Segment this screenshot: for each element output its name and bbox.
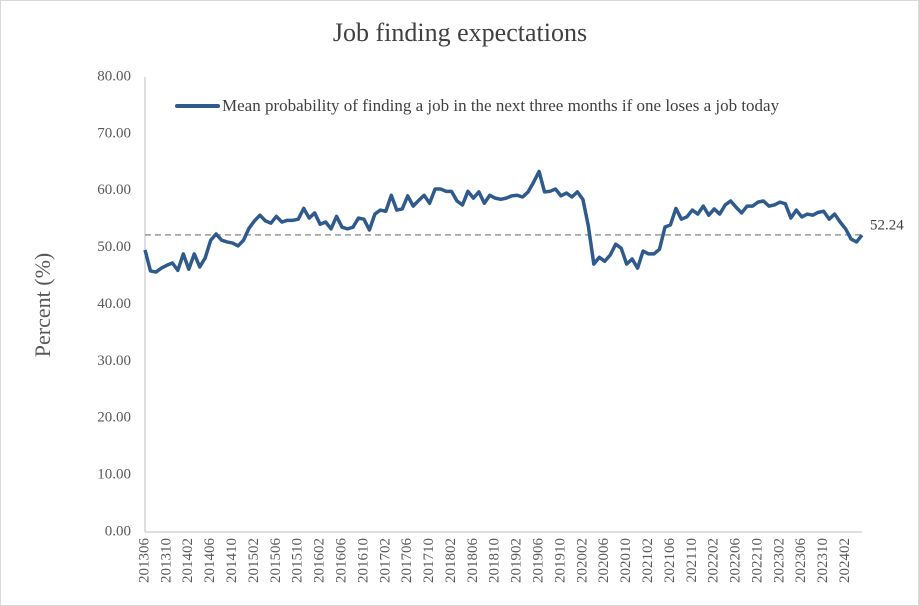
x-tick-label: 201710 xyxy=(421,538,437,583)
x-tick-label: 202302 xyxy=(771,538,787,583)
x-tick-label: 201306 xyxy=(136,538,152,584)
x-tick-label: 201402 xyxy=(180,538,196,583)
x-tick-label: 201310 xyxy=(158,538,174,583)
y-tick-label: 20.00 xyxy=(97,410,131,426)
x-tick-label: 201806 xyxy=(465,538,481,584)
x-tick-label: 201502 xyxy=(246,538,262,583)
x-tick-label: 202010 xyxy=(618,538,634,583)
x-tick-label: 201906 xyxy=(531,538,547,584)
y-tick-label: 50.00 xyxy=(97,239,131,255)
legend-label: Mean probability of finding a job in the… xyxy=(222,96,780,115)
x-tick-label: 202102 xyxy=(640,538,656,583)
x-tick-label: 201602 xyxy=(312,538,328,583)
x-tick-label: 202402 xyxy=(837,538,853,583)
x-tick-label: 201902 xyxy=(509,538,525,583)
x-tick-label: 201802 xyxy=(443,538,459,583)
y-tick-label: 60.00 xyxy=(97,182,131,198)
series-line xyxy=(143,169,864,274)
x-tick-label: 201810 xyxy=(487,538,503,583)
x-tick-label: 202006 xyxy=(596,538,612,584)
x-tick-label: 201702 xyxy=(377,538,393,583)
y-tick-label: 80.00 xyxy=(97,68,131,84)
x-tick-label: 201706 xyxy=(399,538,415,584)
x-tick-label: 202110 xyxy=(684,538,700,582)
x-tick-label: 201506 xyxy=(268,538,284,584)
x-tick-label: 202106 xyxy=(662,538,678,584)
x-tick-label: 201410 xyxy=(224,538,240,583)
x-tick-label: 202210 xyxy=(749,538,765,583)
y-tick-label: 0.00 xyxy=(105,523,131,539)
reference-label: 52.24 xyxy=(870,217,904,233)
y-tick-label: 40.00 xyxy=(97,296,131,312)
x-tick-label: 202206 xyxy=(728,538,744,584)
x-tick-label: 202310 xyxy=(815,538,831,583)
x-tick-label: 201606 xyxy=(333,538,349,584)
x-tick-label: 201510 xyxy=(290,538,306,583)
x-tick-label: 201610 xyxy=(355,538,371,583)
x-tick-label: 202306 xyxy=(793,538,809,584)
x-tick-label: 202002 xyxy=(574,538,590,583)
y-tick-label: 30.00 xyxy=(97,353,131,369)
y-tick-label: 70.00 xyxy=(97,125,131,141)
x-tick-label: 201406 xyxy=(202,538,218,584)
x-tick-label: 202202 xyxy=(706,538,722,583)
y-axis-label: Percent (%) xyxy=(30,253,55,357)
x-tick-label: 201910 xyxy=(552,538,568,583)
y-tick-label: 10.00 xyxy=(97,467,131,483)
chart-title: Job finding expectations xyxy=(333,18,587,47)
